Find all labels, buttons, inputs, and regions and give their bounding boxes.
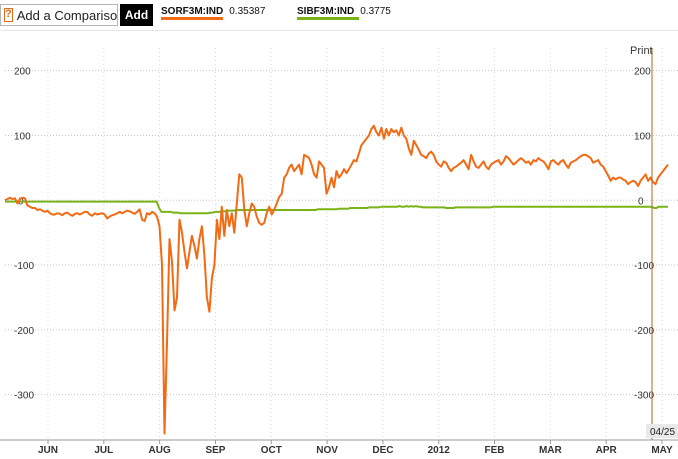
x-tick-label: JUL (94, 445, 113, 456)
x-tick-label: OCT (261, 445, 282, 456)
x-tick-label: MAY (651, 445, 673, 456)
y-tick-right: 0 (638, 196, 644, 207)
x-tick-label: APR (596, 445, 618, 456)
x-tick-label: 2012 (428, 445, 451, 456)
add-comparison-input[interactable]: ? Add a Comparison (0, 4, 118, 26)
date-badge: 04/25 (650, 427, 675, 438)
y-tick-left: -200 (14, 326, 34, 337)
x-tick-label: FEB (485, 445, 505, 456)
legend-swatch-sibf (297, 17, 359, 20)
legend-series-value: 0.3775 (360, 6, 391, 17)
help-icon[interactable]: ? (4, 8, 13, 22)
x-tick-label: JUN (38, 445, 58, 456)
add-comparison-placeholder: Add a Comparison (16, 7, 118, 23)
y-tick-right: -100 (634, 261, 654, 272)
series-line-sorf3m-ind (4, 124, 669, 435)
add-button[interactable]: Add (120, 4, 153, 26)
x-tick-label: NOV (316, 445, 338, 456)
y-tick-left: 200 (14, 67, 31, 78)
y-tick-left: -100 (14, 261, 34, 272)
y-tick-right: -200 (634, 326, 654, 337)
legend-swatch-sorf (161, 17, 223, 20)
x-tick-label: MAR (539, 445, 563, 456)
legend-series-name: SIBF3M:IND (297, 6, 355, 17)
x-tick-label: AUG (149, 445, 171, 456)
series-line-sibf3m-ind (5, 200, 668, 215)
date-badge-bg (646, 424, 678, 438)
legend-item-sorf: SORF3M:IND 0.35387 (161, 6, 265, 17)
y-tick-left: 100 (14, 131, 31, 142)
y-tick-right: 200 (634, 67, 651, 78)
legend-item-sibf: SIBF3M:IND 0.3775 (297, 6, 391, 17)
legend-series-value: 0.35387 (229, 6, 266, 17)
legend-series-name: SORF3M:IND (161, 6, 224, 17)
x-tick-label: DEC (372, 445, 393, 456)
y-tick-right: 100 (634, 131, 651, 142)
y-tick-right: -300 (634, 391, 654, 402)
y-tick-left: -300 (14, 391, 34, 402)
print-link[interactable]: Print (630, 45, 653, 57)
toolbar: ? Add a Comparison Add SORF3M:IND 0.35387… (0, 0, 678, 30)
x-tick-label: SEP (205, 445, 225, 456)
